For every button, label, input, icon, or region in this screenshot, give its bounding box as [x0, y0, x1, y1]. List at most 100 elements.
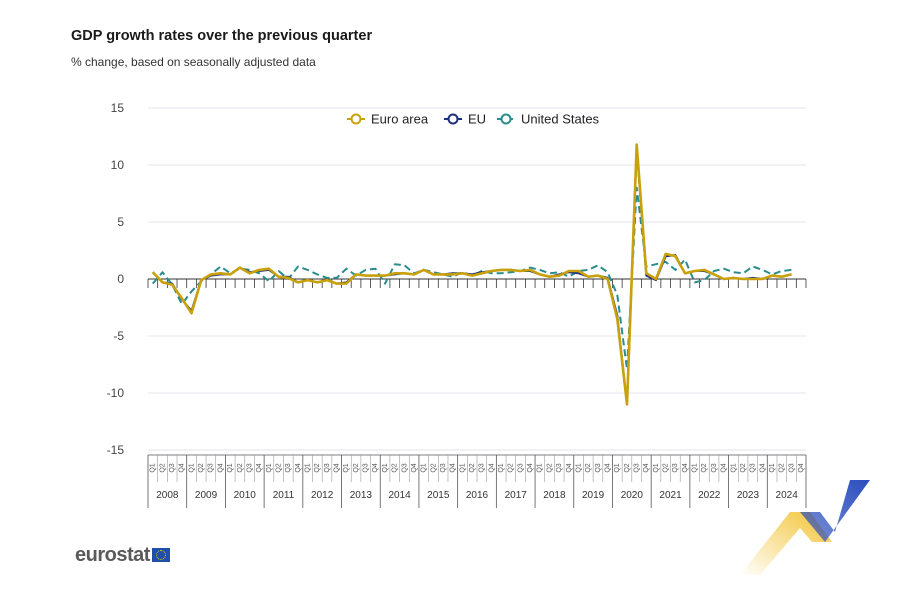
- quarter-tick-label: Q4: [334, 463, 341, 472]
- legend-item-euro-area: Euro area: [347, 112, 429, 127]
- quarter-tick-label: Q1: [150, 463, 157, 472]
- quarter-tick-label: Q2: [198, 463, 205, 472]
- quarter-tick-label: Q3: [246, 463, 253, 472]
- quarter-tick-label: Q1: [227, 463, 234, 472]
- quarter-tick-label: Q1: [266, 463, 273, 472]
- quarter-tick-label: Q1: [537, 463, 544, 472]
- quarter-tick-label: Q2: [585, 463, 592, 472]
- quarter-tick-label: Q1: [653, 463, 660, 472]
- series-line-euro-area: [151, 143, 792, 406]
- quarter-tick-label: Q4: [450, 463, 457, 472]
- quarter-tick-label: Q2: [701, 463, 708, 472]
- quarter-tick-label: Q1: [343, 463, 350, 472]
- quarter-tick-label: Q3: [285, 463, 292, 472]
- year-tick-label: 2020: [621, 490, 644, 501]
- legend-label: United States: [521, 112, 600, 127]
- quarter-tick-label: Q2: [237, 463, 244, 472]
- year-tick-label: 2023: [737, 490, 760, 501]
- legend-label: Euro area: [371, 112, 429, 127]
- year-tick-label: 2016: [466, 490, 489, 501]
- quarter-tick-label: Q4: [604, 463, 611, 472]
- quarter-tick-label: Q3: [788, 463, 795, 472]
- chevron-yellow-shape: [740, 512, 832, 575]
- quarter-tick-label: Q1: [575, 463, 582, 472]
- year-tick-label: 2012: [311, 490, 334, 501]
- quarter-tick-label: Q3: [517, 463, 524, 472]
- eurostat-logo: eurostat: [75, 544, 170, 567]
- quarter-tick-label: Q2: [779, 463, 786, 472]
- quarter-tick-label: Q2: [353, 463, 360, 472]
- logo-text: eurostat: [75, 544, 150, 566]
- series-line-united-states: [152, 186, 792, 371]
- quarter-tick-label: Q4: [217, 463, 224, 472]
- quarter-tick-label: Q1: [421, 463, 428, 472]
- series-lines: [151, 143, 792, 406]
- quarter-tick-label: Q1: [305, 463, 312, 472]
- y-axis-ticks: -15 -10 -5 0 5 10 15: [107, 101, 125, 457]
- year-tick-label: 2009: [195, 490, 218, 501]
- quarter-tick-label: Q1: [382, 463, 389, 472]
- legend-marker: [447, 113, 459, 125]
- quarter-tick-label: Q3: [363, 463, 370, 472]
- eurostat-chevron-graphic: [740, 480, 870, 575]
- quarter-tick-label: Q4: [798, 463, 805, 472]
- quarter-tick-label: Q4: [643, 463, 650, 472]
- eu-flag-icon: [151, 548, 170, 562]
- year-tick-label: 2013: [350, 490, 373, 501]
- year-tick-label: 2018: [543, 490, 566, 501]
- quarter-tick-label: Q2: [624, 463, 631, 472]
- quarter-tick-label: Q4: [759, 463, 766, 472]
- legend-marker: [350, 113, 362, 125]
- quarter-tick-label: Q3: [634, 463, 641, 472]
- year-tick-label: 2014: [388, 490, 411, 501]
- quarter-tick-label: Q4: [527, 463, 534, 472]
- grid-lines: [148, 107, 806, 451]
- chart-title: GDP growth rates over the previous quart…: [71, 28, 373, 44]
- quarter-tick-label: Q3: [208, 463, 215, 472]
- quarter-tick-label: Q4: [488, 463, 495, 472]
- quarter-tick-label: Q3: [711, 463, 718, 472]
- chart-subtitle: % change, based on seasonally adjusted d…: [71, 55, 316, 69]
- quarter-tick-label: Q1: [692, 463, 699, 472]
- y-tick-label: 10: [111, 158, 125, 172]
- quarter-tick-label: Q2: [469, 463, 476, 472]
- quarter-tick-label: Q3: [750, 463, 757, 472]
- y-tick-label: -15: [107, 443, 125, 457]
- quarter-tick-label: Q3: [440, 463, 447, 472]
- quarter-tick-label: Q2: [740, 463, 747, 472]
- quarter-tick-label: Q4: [256, 463, 263, 472]
- legend-label: EU: [468, 112, 486, 127]
- quarter-tick-label: Q4: [682, 463, 689, 472]
- y-tick-label: 15: [111, 101, 125, 115]
- legend-item-eu: EU: [444, 112, 486, 127]
- year-tick-label: 2011: [273, 490, 295, 501]
- quarter-tick-label: Q2: [159, 463, 166, 472]
- quarter-tick-label: Q2: [546, 463, 553, 472]
- y-tick-label: -5: [113, 329, 124, 343]
- quarter-tick-label: Q4: [372, 463, 379, 472]
- quarter-tick-label: Q1: [769, 463, 776, 472]
- year-tick-label: 2010: [234, 490, 257, 501]
- quarter-tick-label: Q2: [314, 463, 321, 472]
- quarter-tick-label: Q3: [479, 463, 486, 472]
- legend: Euro area EU United States: [347, 112, 600, 127]
- legend-item-united-states: United States: [497, 112, 600, 127]
- quarter-tick-label: Q3: [169, 463, 176, 472]
- quarter-tick-label: Q1: [459, 463, 466, 472]
- quarter-tick-label: Q2: [663, 463, 670, 472]
- quarter-tick-label: Q2: [392, 463, 399, 472]
- quarter-tick-label: Q4: [179, 463, 186, 472]
- quarter-tick-label: Q2: [275, 463, 282, 472]
- quarter-tick-label: Q2: [430, 463, 437, 472]
- year-tick-label: 2015: [427, 490, 450, 501]
- quarter-tick-label: Q1: [498, 463, 505, 472]
- quarter-tick-label: Q2: [508, 463, 515, 472]
- year-tick-label: 2017: [505, 490, 528, 501]
- y-tick-label: 5: [117, 215, 124, 229]
- quarter-tick-label: Q4: [566, 463, 573, 472]
- quarter-tick-label: Q1: [614, 463, 621, 472]
- quarter-tick-label: Q4: [411, 463, 418, 472]
- year-tick-label: 2019: [582, 490, 605, 501]
- quarter-tick-label: Q3: [324, 463, 331, 472]
